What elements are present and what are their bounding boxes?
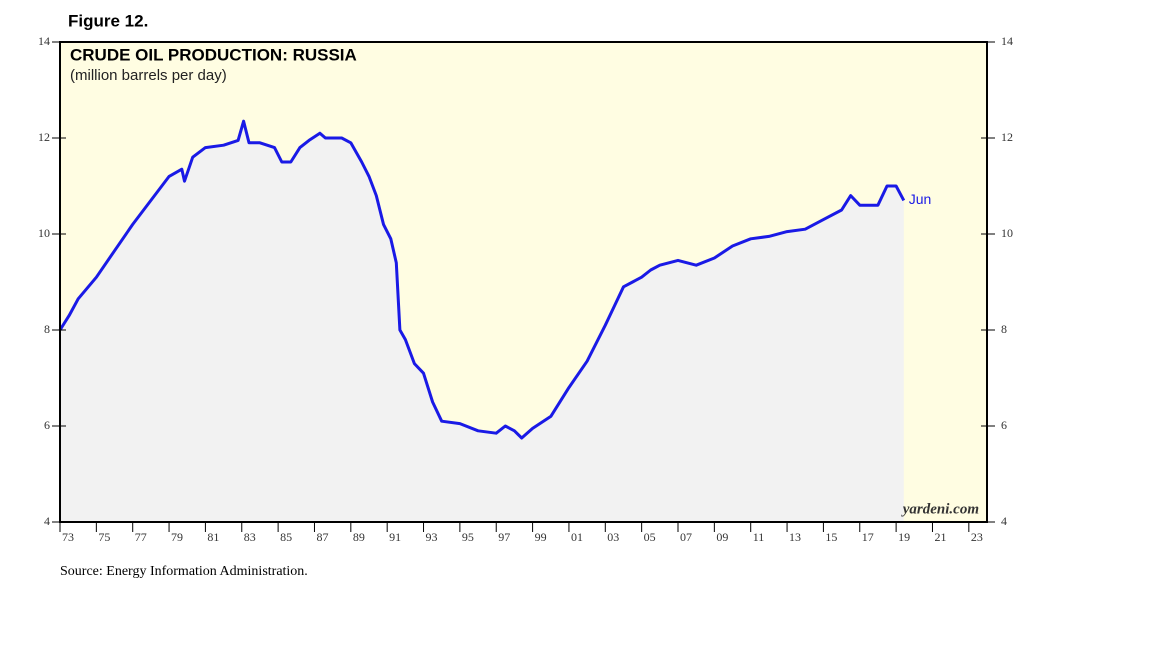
x-tick-label: 77 <box>135 530 147 544</box>
chart-subtitle: (million barrels per day) <box>70 67 227 84</box>
x-tick-label: 13 <box>789 530 801 544</box>
y2-tick-label: 14 <box>1001 34 1013 48</box>
x-tick-label: 23 <box>971 530 983 544</box>
x-tick-label: 07 <box>680 530 692 544</box>
x-tick-label: 85 <box>280 530 292 544</box>
x-tick-label: 93 <box>426 530 438 544</box>
source: Source: Energy Information Administratio… <box>60 564 308 579</box>
line <box>58 119 906 440</box>
x-tick-label: 11 <box>753 530 765 544</box>
x-tick-label: 91 <box>389 530 401 544</box>
chart-title: CRUDE OIL PRODUCTION: RUSSIA <box>70 45 357 64</box>
x-tick-label: 99 <box>535 530 547 544</box>
y2-tick-label: 8 <box>1001 322 1007 336</box>
annotation: Jun <box>909 191 932 207</box>
x-tick-label: 79 <box>171 530 183 544</box>
watermark: yardeni.com <box>901 501 979 517</box>
x-tick-label: 89 <box>353 530 365 544</box>
area <box>60 121 904 522</box>
y-tick-label: 12 <box>38 130 50 144</box>
x-tick-label: 87 <box>316 530 328 544</box>
plot-border <box>59 41 988 523</box>
x-tick-label: 17 <box>862 530 874 544</box>
y-tick-label: 4 <box>44 514 50 528</box>
x-tick-label: 19 <box>898 530 910 544</box>
y2-tick-label: 10 <box>1001 226 1013 240</box>
y2-tick-label: 6 <box>1001 418 1007 432</box>
x-tick-label: 21 <box>934 530 946 544</box>
x-tick-label: 95 <box>462 530 474 544</box>
x-tick-label: 73 <box>62 530 74 544</box>
x-tick-label: 75 <box>98 530 110 544</box>
y2-tick-label: 4 <box>1001 514 1007 528</box>
y-tick-label: 6 <box>44 418 50 432</box>
x-tick-label: 09 <box>716 530 728 544</box>
y-tick-label: 10 <box>38 226 50 240</box>
x-tick-label: 05 <box>644 530 656 544</box>
x-tick-label: 01 <box>571 530 583 544</box>
figure-label: Figure 12. <box>68 11 148 30</box>
x-tick-label: 83 <box>244 530 256 544</box>
x-tick-label: 81 <box>207 530 219 544</box>
y2-tick-label: 12 <box>1001 130 1013 144</box>
x-tick-label: 97 <box>498 530 510 544</box>
x-tick-label: 15 <box>825 530 837 544</box>
x-tick-label: 03 <box>607 530 619 544</box>
y-tick-label: 14 <box>38 34 50 48</box>
y-tick-label: 8 <box>44 322 50 336</box>
